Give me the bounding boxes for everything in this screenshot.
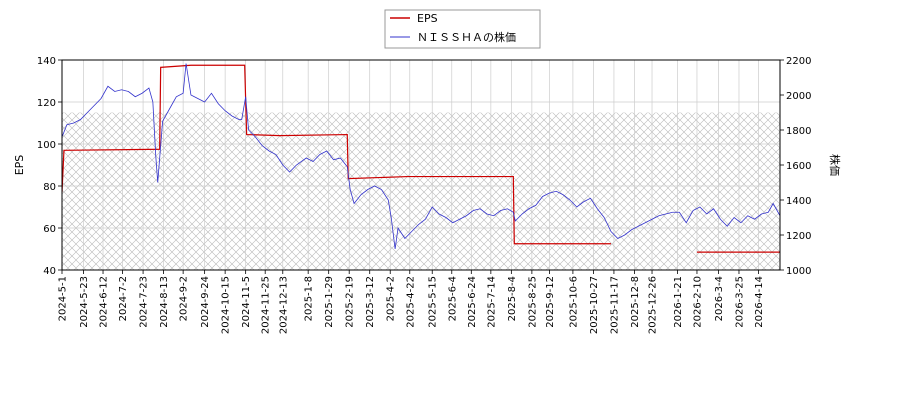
x-tick-label: 2025-12-26 [648, 276, 659, 334]
x-tick-label: 2025-7-14 [486, 276, 497, 328]
legend-price-label: ＮＩＳＳＨＡの株価 [417, 30, 516, 44]
x-tick-label: 2025-2-19 [345, 276, 356, 328]
x-tick-label: 2024-9-2 [179, 276, 190, 321]
x-tick-label: 2025-3-12 [365, 276, 376, 328]
legend: EPS ＮＩＳＳＨＡの株価 [384, 9, 541, 49]
x-tick-label: 2025-9-12 [545, 276, 556, 328]
y-left-tick-label: 40 [43, 266, 56, 277]
x-tick-label: 2025-10-27 [589, 276, 600, 334]
x-ticks: 2024-5-1 2024-5-23 2024-6-12 2024-7-2 2024-7… [58, 270, 765, 334]
y-left-axis-label: EPS [13, 155, 26, 176]
x-tick-label: 2024-5-1 [58, 276, 69, 321]
y-right-tick-label: 1000 [786, 266, 811, 277]
y-right-tick-label: 2200 [786, 56, 811, 67]
y-right-tick-label: 2000 [786, 91, 811, 102]
x-tick-label: 2026-4-14 [754, 276, 765, 328]
x-tick-label: 2026-1-21 [673, 276, 684, 328]
x-tick-label: 2024-7-2 [118, 276, 129, 321]
x-tick-label: 2024-10-15 [221, 276, 232, 334]
y-right-tick-label: 1200 [786, 231, 811, 242]
legend-eps-label: EPS [417, 12, 438, 25]
x-tick-label: 2025-5-15 [428, 276, 439, 328]
y-left-tick-label: 100 [37, 140, 56, 151]
x-tick-label: 2024-8-13 [159, 276, 170, 328]
x-tick-label: 2024-9-24 [200, 276, 211, 328]
x-tick-label: 2024-11-25 [261, 276, 272, 334]
x-tick-label: 2026-3-25 [734, 276, 745, 328]
y-right-tick-label: 1600 [786, 161, 811, 172]
y-left-tick-label: 140 [37, 56, 56, 67]
x-tick-label: 2025-12-8 [630, 276, 641, 328]
y-right-ticks: 1000 1200 1400 1600 1800 2000 2200 [780, 56, 811, 277]
x-tick-label: 2024-7-23 [139, 276, 150, 328]
x-tick-label: 2025-6-4 [447, 276, 458, 321]
legend-box [384, 9, 541, 49]
x-tick-label: 2024-5-23 [79, 276, 90, 328]
y-left-ticks: 40 60 80 100 120 140 [37, 56, 62, 277]
y-right-tick-label: 1800 [786, 126, 811, 137]
x-tick-label: 2024-6-12 [99, 276, 110, 328]
x-tick-label: 2024-12-13 [278, 276, 289, 334]
x-tick-label: 2025-4-22 [405, 276, 416, 328]
x-tick-label: 2024-11-5 [241, 276, 252, 328]
y-left-tick-label: 60 [43, 224, 56, 235]
x-tick-label: 2025-8-4 [507, 276, 518, 321]
x-tick-label: 2025-10-6 [568, 276, 579, 328]
x-tick-label: 2025-8-25 [527, 276, 538, 328]
x-tick-label: 2025-1-29 [324, 276, 335, 328]
x-tick-label: 2025-11-17 [609, 276, 620, 334]
x-tick-label: 2026-3-4 [714, 276, 725, 321]
series-group [62, 63, 780, 253]
x-tick-label: 2025-6-24 [467, 276, 478, 328]
x-tick-label: 2025-4-2 [386, 276, 397, 321]
stock-price-series-line [62, 63, 780, 250]
hatched-band [62, 112, 780, 270]
y-left-tick-label: 80 [43, 182, 56, 193]
x-tick-label: 2025-1-8 [304, 276, 315, 321]
y-left-tick-label: 120 [37, 98, 56, 109]
x-tick-label: 2026-2-10 [692, 276, 703, 328]
eps-series-line [62, 64, 612, 245]
y-right-axis-label: 株価 [828, 154, 842, 176]
y-right-tick-label: 1400 [786, 196, 811, 207]
